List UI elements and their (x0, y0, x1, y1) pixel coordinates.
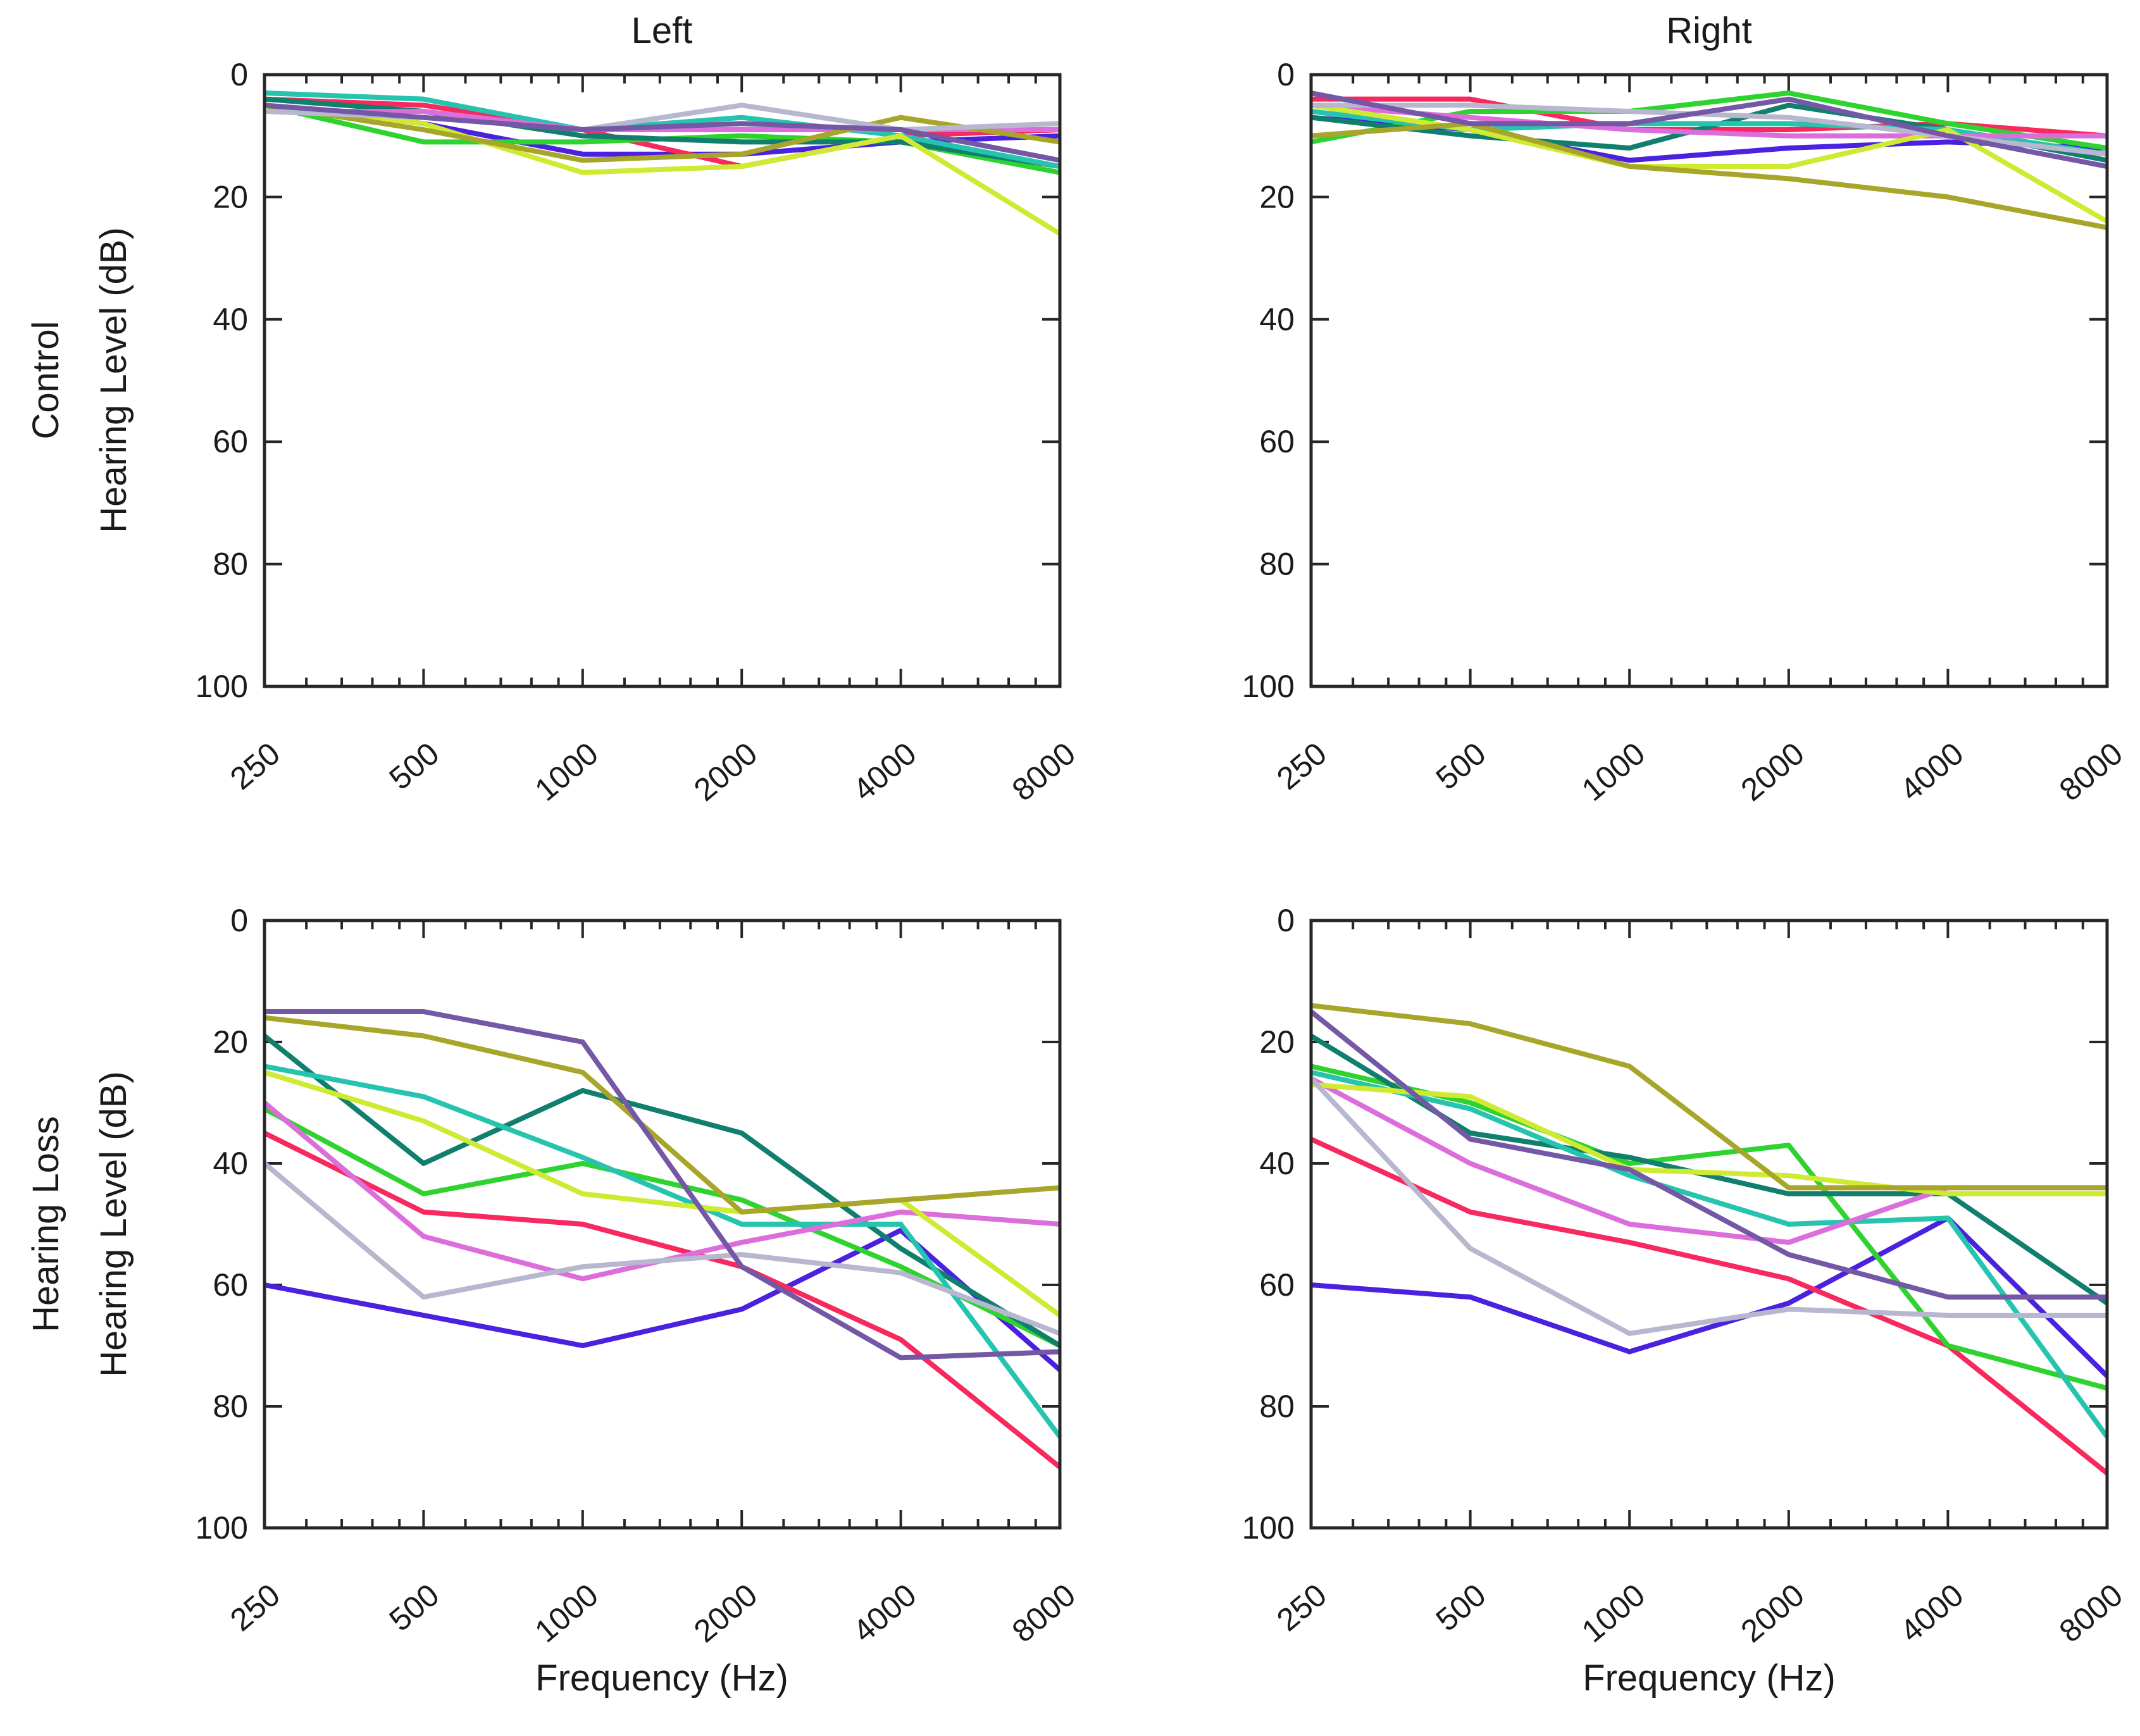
y-tick-label: 0 (230, 57, 248, 92)
subject-chartreuse-line (263, 1070, 1062, 1318)
y-tick-label: 20 (1259, 179, 1295, 214)
x-tick-label: 4000 (1893, 736, 1970, 808)
y-tick-label: 60 (213, 1267, 248, 1303)
subject-olive-line (1310, 121, 2108, 230)
subject-blue-line (264, 1227, 1062, 1372)
x-tick-label: 1000 (1575, 736, 1652, 808)
y-tick-label: 100 (196, 669, 248, 704)
y-tick-label: 40 (213, 302, 248, 337)
y-tick-label: 100 (1242, 1510, 1295, 1546)
axes-box (1309, 919, 2109, 1530)
y-tick-label: 60 (1259, 424, 1295, 459)
y-tick-label: 100 (196, 1510, 248, 1546)
subject-orchid-line (1310, 1076, 2107, 1245)
x-tick-label: 500 (1429, 1577, 1493, 1639)
row-label-hearing-loss: Hearing Loss (25, 1116, 66, 1332)
subject-dark-teal-line (263, 1034, 1062, 1348)
x-axis-label-left: Frequency (Hz) (535, 1658, 788, 1699)
x-tick-label: 2000 (1734, 1577, 1811, 1649)
y-tick-label: 20 (213, 179, 248, 214)
x-tick-label: 1000 (1575, 1577, 1652, 1649)
x-tick-label: 4000 (846, 736, 923, 808)
y-tick-label: 80 (1259, 1389, 1295, 1424)
subject-green-line (1310, 1063, 2108, 1391)
y-tick-label: 40 (1259, 302, 1295, 337)
y-tick-label: 0 (230, 903, 248, 938)
y-tick-label: 100 (1242, 669, 1295, 704)
x-tick-label: 8000 (1005, 1577, 1082, 1649)
x-tick-label: 4000 (1893, 1577, 1970, 1649)
y-tick-label: 20 (213, 1024, 248, 1060)
x-tick-label: 500 (1429, 736, 1493, 797)
y-tick-label: 40 (213, 1146, 248, 1181)
x-tick-label: 2000 (687, 1577, 764, 1649)
subject-turquoise-line (1310, 1070, 2110, 1439)
x-tick-label: 1000 (528, 736, 605, 808)
y-tick-label: 60 (1259, 1267, 1295, 1303)
x-tick-label: 500 (383, 1577, 446, 1639)
subject-blue-line (1310, 1215, 2109, 1378)
subject-purple-line (264, 1009, 1061, 1361)
subject-crimson-line (1310, 1136, 2109, 1475)
x-tick-label: 1000 (528, 1577, 605, 1649)
row-label-control: Control (25, 321, 66, 440)
x-tick-label: 2000 (1734, 736, 1811, 808)
x-tick-label: 4000 (846, 1577, 923, 1649)
col-title-left: Left (631, 10, 693, 51)
subject-crimson-line (263, 1131, 1062, 1470)
y-tick-label: 80 (1259, 547, 1295, 582)
x-tick-label: 8000 (1005, 736, 1082, 808)
y-tick-label: 0 (1277, 903, 1295, 938)
subject-orchid-line (1310, 102, 2107, 139)
subject-lavender-line (1309, 1076, 2107, 1336)
panel-hearing-loss-left: 250 500 1000 2000 4000 8000 0 20 40 60 80 100 (196, 903, 1083, 1649)
y-tick-label: 80 (213, 1389, 248, 1424)
subject-green-line (263, 1107, 1061, 1348)
x-tick-label: 250 (1270, 736, 1333, 797)
subject-purple-line (1309, 1009, 2107, 1300)
x-tick-label: 250 (1270, 1577, 1333, 1639)
axes-box (263, 73, 1062, 688)
subject-chartreuse-line (264, 102, 1062, 236)
subject-olive-line (264, 1015, 1061, 1215)
subject-olive-line (264, 102, 1061, 163)
subject-olive-line (1310, 1003, 2107, 1191)
subject-turquoise-line (264, 1063, 1062, 1439)
x-tick-label: 2000 (687, 736, 764, 808)
y-tick-label: 40 (1259, 1146, 1295, 1181)
x-tick-label: 250 (223, 736, 287, 797)
axes-box (263, 919, 1062, 1530)
y-tick-label: 20 (1259, 1024, 1295, 1060)
panel-control-right: 250 500 1000 2000 4000 8000 0 20 40 60 80 100 (1242, 57, 2130, 808)
y-tick-label: 0 (1277, 57, 1295, 92)
subject-purple-line (264, 102, 1061, 163)
x-axis-label-right: Frequency (Hz) (1583, 1658, 1836, 1699)
y-axis-label-top: Hearing Level (dB) (93, 227, 134, 533)
x-tick-label: 500 (383, 736, 446, 797)
y-tick-label: 60 (213, 424, 248, 459)
subject-purple-line (1310, 90, 2108, 169)
panel-control-left: 250 500 1000 2000 4000 8000 0 20 40 60 80 100 (196, 57, 1083, 808)
col-title-right: Right (1666, 10, 1752, 51)
panel-hearing-loss-right: 250 500 1000 2000 4000 8000 0 20 40 60 80 100 (1242, 903, 2130, 1649)
y-tick-label: 80 (213, 547, 248, 582)
y-axis-label-bottom: Hearing Level (dB) (93, 1071, 134, 1377)
x-tick-label: 8000 (2053, 736, 2129, 808)
subject-turquoise-line (264, 90, 1061, 169)
subject-chartreuse-line (1310, 1082, 2107, 1196)
x-tick-label: 8000 (2053, 1577, 2129, 1649)
axes-box (1309, 73, 2109, 688)
x-tick-label: 250 (223, 1577, 287, 1639)
subject-lavender-line (263, 1161, 1061, 1336)
